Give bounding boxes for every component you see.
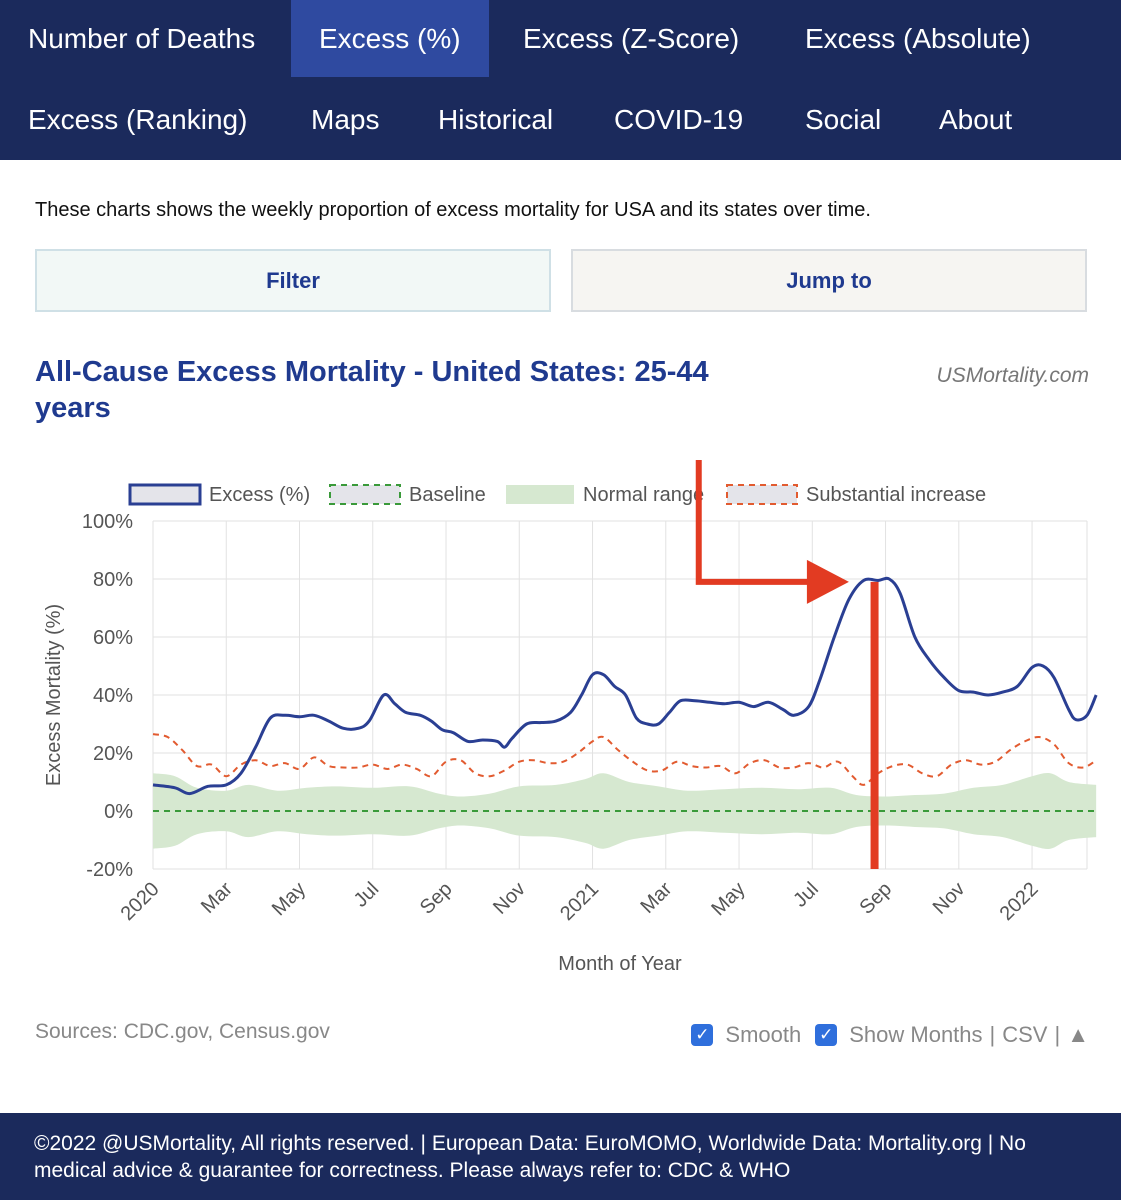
show-months-label: Show Months bbox=[849, 1022, 983, 1047]
sources-text: Sources: CDC.gov, Census.gov bbox=[35, 1020, 330, 1043]
legend-substantial-increase-label: Substantial increase bbox=[806, 484, 986, 506]
y-tick-label: 80% bbox=[93, 569, 133, 591]
arrow-head bbox=[806, 559, 849, 604]
legend-excess-swatch bbox=[128, 483, 202, 506]
x-axis-label: Month of Year bbox=[558, 953, 682, 975]
excess-mortality-chart: 100% 80% 60% 40% 20% 0% -20% 2020 Mar May Jul Sep N… bbox=[43, 460, 1098, 975]
nav-historical[interactable]: Historical bbox=[438, 104, 554, 135]
intro-text: These charts shows the weekly proportion… bbox=[35, 199, 871, 221]
scroll-up-icon[interactable]: ▲ bbox=[1067, 1022, 1089, 1047]
x-tick-label: Nov bbox=[489, 878, 530, 919]
normal-range-band bbox=[153, 773, 1097, 849]
x-tick-label: 2020 bbox=[117, 878, 164, 925]
y-axis-ticks: 100% 80% 60% 40% 20% 0% -20% bbox=[82, 511, 133, 881]
x-tick-label: 2022 bbox=[996, 878, 1043, 925]
nav-excess-percent[interactable]: Excess (%) bbox=[291, 0, 489, 77]
y-tick-label: 60% bbox=[93, 627, 133, 649]
x-tick-label: May bbox=[707, 878, 749, 920]
nav-covid-19[interactable]: COVID-19 bbox=[614, 104, 744, 135]
x-tick-label: Jul bbox=[789, 878, 823, 912]
x-tick-label: Mar bbox=[197, 878, 237, 918]
legend-baseline-swatch bbox=[329, 484, 401, 505]
smooth-toggle[interactable]: ✓ Smooth bbox=[691, 1022, 801, 1048]
excess-series bbox=[152, 576, 1098, 796]
x-tick-label: Mar bbox=[636, 878, 676, 918]
y-tick-label: 20% bbox=[93, 743, 133, 765]
x-axis-ticks: 2020 Mar May Jul Sep Nov 2021 Mar May Jul Sep Nov 20… bbox=[117, 878, 1043, 925]
y-tick-label: 100% bbox=[82, 511, 133, 533]
show-months-checkbox[interactable]: ✓ bbox=[815, 1024, 838, 1046]
arrow-shaft bbox=[695, 460, 809, 585]
legend-excess-label: Excess (%) bbox=[209, 484, 310, 506]
nav-excess-zscore[interactable]: Excess (Z-Score) bbox=[523, 23, 740, 54]
footer: ©2022 @USMortality, All rights reserved.… bbox=[0, 1113, 1121, 1200]
substantial-increase-series bbox=[152, 733, 1097, 786]
separator: | bbox=[1054, 1022, 1061, 1047]
y-axis-label: Excess Mortality (%) bbox=[43, 604, 65, 786]
nav-maps[interactable]: Maps bbox=[311, 104, 380, 135]
chart-title: All-Cause Excess Mortality - United Stat… bbox=[35, 356, 709, 424]
nav-social[interactable]: Social bbox=[805, 104, 882, 135]
smooth-label: Smooth bbox=[725, 1022, 802, 1047]
y-tick-label: 40% bbox=[93, 685, 133, 707]
nav-about[interactable]: About bbox=[939, 104, 1013, 135]
brand-watermark: USMortality.com bbox=[936, 364, 1089, 387]
chart-legend: Excess (%) Baseline Normal range Substantia… bbox=[128, 483, 986, 506]
jump-to-button[interactable]: Jump to bbox=[571, 249, 1087, 312]
legend-baseline-label: Baseline bbox=[409, 484, 486, 506]
nav-excess-absolute[interactable]: Excess (Absolute) bbox=[805, 23, 1031, 54]
nav-number-of-deaths[interactable]: Number of Deaths bbox=[28, 23, 256, 54]
x-tick-label: 2021 bbox=[556, 878, 603, 925]
x-tick-label: Jul bbox=[350, 878, 384, 912]
smooth-checkbox[interactable]: ✓ bbox=[691, 1024, 714, 1046]
separator: | bbox=[989, 1022, 996, 1047]
x-tick-label: Nov bbox=[929, 878, 970, 919]
filter-button[interactable]: Filter bbox=[35, 249, 551, 312]
y-tick-label: -20% bbox=[86, 859, 133, 881]
nav-excess-ranking[interactable]: Excess (Ranking) bbox=[28, 104, 248, 135]
red-arrow-annotation bbox=[695, 460, 879, 869]
legend-normal-range-swatch bbox=[506, 485, 574, 504]
chart-controls: ✓ Smooth ✓ Show Months | CSV | ▲ bbox=[691, 1022, 1089, 1048]
top-navigation: Number of Deaths Excess (%) Excess (Z-Sc… bbox=[0, 0, 1121, 160]
y-tick-label: 0% bbox=[104, 801, 133, 823]
x-tick-label: Sep bbox=[416, 878, 457, 919]
legend-substantial-increase-swatch bbox=[726, 484, 798, 505]
csv-link[interactable]: CSV bbox=[1002, 1022, 1048, 1047]
x-tick-label: Sep bbox=[855, 878, 896, 919]
x-tick-label: May bbox=[268, 878, 310, 920]
legend-normal-range-label: Normal range bbox=[583, 484, 704, 506]
show-months-toggle[interactable]: ✓ Show Months bbox=[815, 1022, 983, 1048]
